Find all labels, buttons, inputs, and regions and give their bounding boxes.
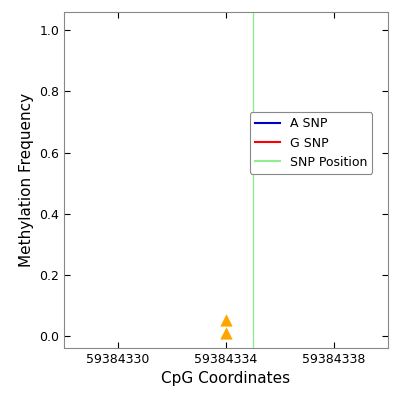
- Y-axis label: Methylation Frequency: Methylation Frequency: [18, 93, 34, 267]
- Point: [223, 317, 229, 323]
- X-axis label: CpG Coordinates: CpG Coordinates: [162, 372, 290, 386]
- Point: [223, 330, 229, 336]
- Legend: A SNP, G SNP, SNP Position: A SNP, G SNP, SNP Position: [250, 112, 372, 174]
